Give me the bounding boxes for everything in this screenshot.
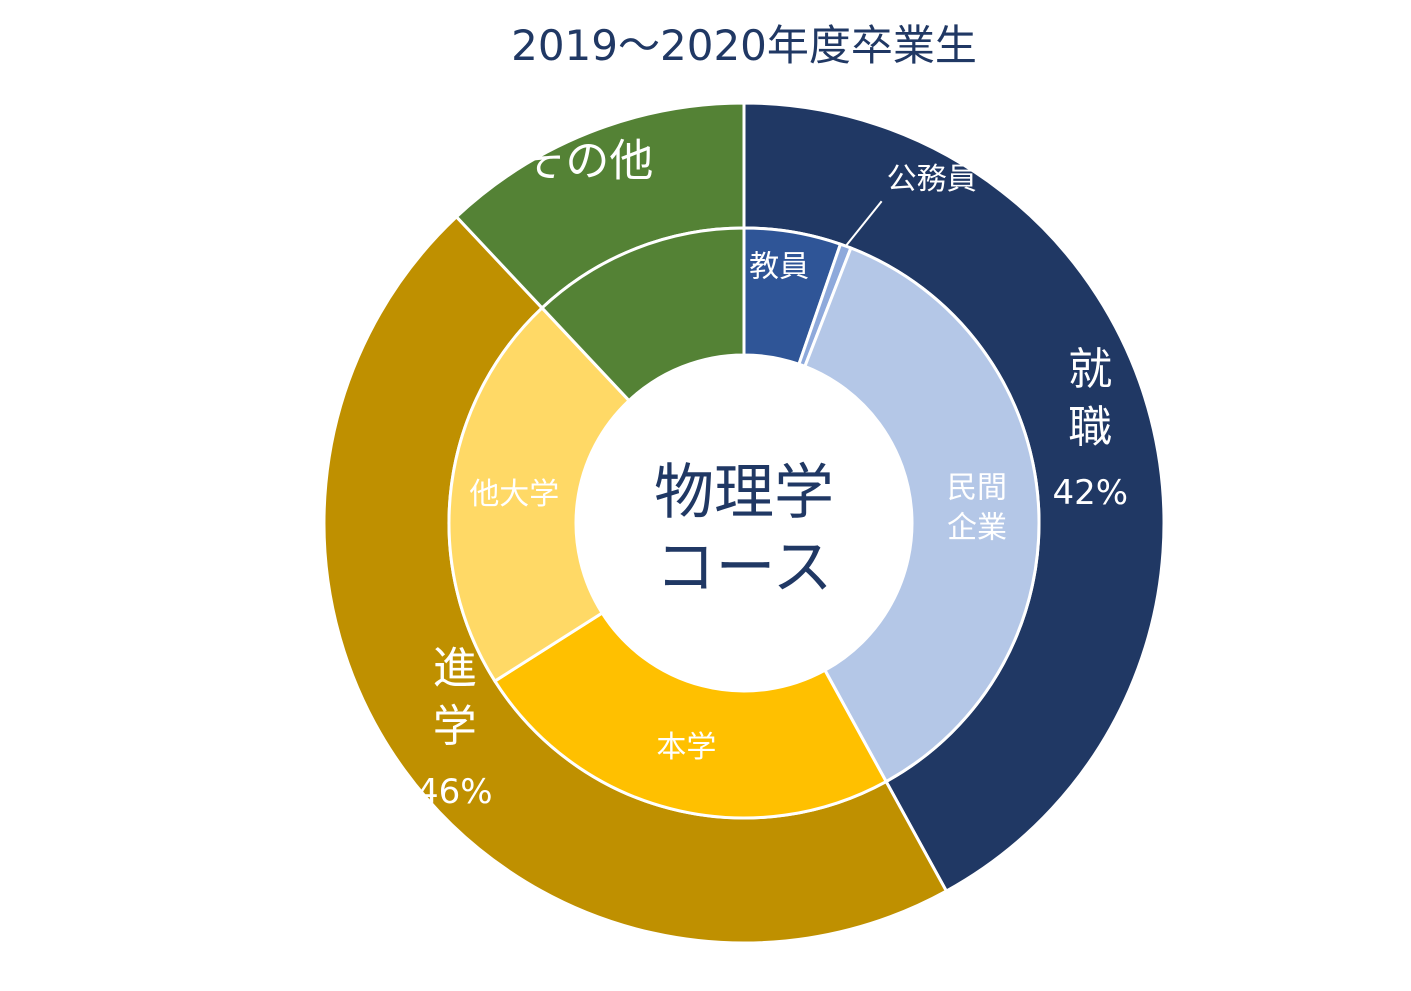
- inner-label-2-line-2: 企業: [947, 511, 1007, 546]
- leader-line-1: [844, 200, 883, 247]
- inner-slice-4: [447, 305, 632, 684]
- outer-label-2: その他: [521, 136, 653, 187]
- outer-label-0-char-1: 職: [1068, 402, 1112, 453]
- inner-label-4: 他大学: [469, 477, 559, 512]
- outer-percent-0: 42%: [1052, 473, 1128, 513]
- inner-slice-3: [492, 610, 889, 820]
- outer-label-1-char-0: 進: [433, 643, 477, 694]
- outer-ring: [322, 101, 1166, 945]
- inner-label-2-line-1: 民間: [947, 471, 1007, 506]
- inner-label-0: 教員: [749, 250, 809, 285]
- outer-percent-1: 46%: [417, 772, 493, 812]
- outer-label-0-char-0: 就: [1068, 344, 1112, 395]
- inner-label-1: 公務員: [887, 162, 977, 197]
- inner-slice-2: [802, 246, 1041, 784]
- chart-title: 2019～2020年度卒業生: [511, 21, 977, 70]
- inner-label-3: 本学: [656, 730, 716, 765]
- center-label: 物理学 コース: [654, 458, 834, 603]
- center-label-line-2: コース: [656, 533, 833, 603]
- inner-slice-5: [539, 226, 746, 403]
- center-label-line-1: 物理学: [654, 458, 834, 528]
- outer-label-1-char-1: 学: [433, 701, 477, 752]
- inner-ring: [447, 226, 1041, 820]
